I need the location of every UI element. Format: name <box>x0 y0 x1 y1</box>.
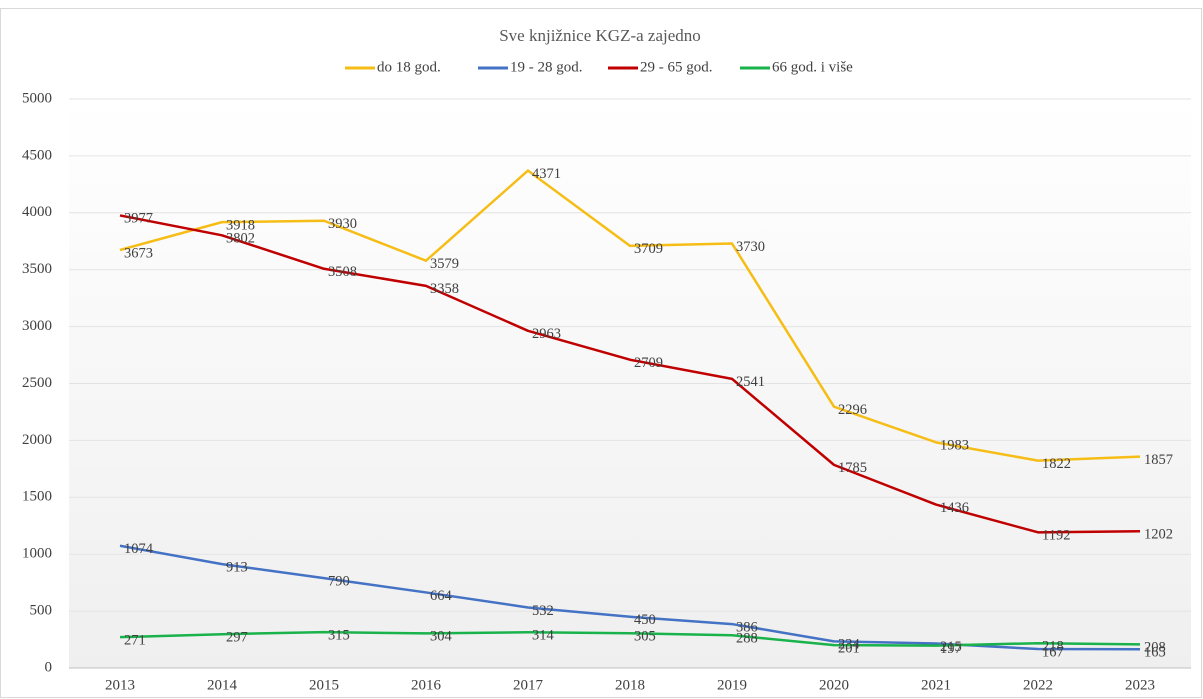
data-label: 1436 <box>940 500 969 516</box>
data-label: 1074 <box>124 541 154 557</box>
data-label: 271 <box>124 632 146 648</box>
data-label: 165 <box>1144 645 1166 661</box>
x-tick-label: 2023 <box>1125 677 1155 693</box>
data-label: 3730 <box>736 239 765 255</box>
x-tick-label: 2016 <box>411 677 442 693</box>
legend-label: 29 - 65 god. <box>640 59 713 75</box>
series-line <box>119 169 1141 462</box>
data-label: 1202 <box>1144 527 1173 543</box>
data-label: 2541 <box>736 374 765 390</box>
data-label: 1822 <box>1042 456 1071 472</box>
y-tick-label: 2000 <box>22 432 52 448</box>
y-tick-label: 2500 <box>22 375 52 391</box>
data-label: 3358 <box>430 281 459 297</box>
data-label: 913 <box>226 559 248 575</box>
data-label: 215 <box>940 639 962 655</box>
legend-label: do 18 god. <box>377 59 441 75</box>
data-label: 2296 <box>838 402 867 418</box>
series-line <box>119 630 1141 647</box>
data-label: 3579 <box>430 256 459 272</box>
data-label: 1785 <box>838 460 867 476</box>
x-tick-label: 2015 <box>309 677 339 693</box>
y-tick-label: 4000 <box>22 204 52 220</box>
series-line <box>119 214 1141 534</box>
x-tick-label: 2022 <box>1023 677 1053 693</box>
data-label: 664 <box>430 588 453 604</box>
data-label: 2709 <box>634 355 663 371</box>
data-label: 386 <box>736 619 758 635</box>
data-label: 3977 <box>124 211 153 227</box>
data-label: 3802 <box>226 231 255 247</box>
data-label: 3508 <box>328 264 357 280</box>
legend-label: 66 god. i više <box>772 59 853 75</box>
data-label: 304 <box>430 629 453 645</box>
data-label: 3918 <box>226 217 255 233</box>
y-tick-label: 3500 <box>22 261 52 277</box>
data-label: 2963 <box>532 326 561 342</box>
data-label: 1983 <box>940 438 969 454</box>
data-label: 197 <box>940 641 962 657</box>
data-label: 532 <box>532 603 554 619</box>
data-label: 3709 <box>634 241 663 257</box>
y-tick-label: 500 <box>30 603 53 619</box>
y-tick-label: 5000 <box>22 90 52 106</box>
data-label: 315 <box>328 627 350 643</box>
data-label: 3930 <box>328 216 357 232</box>
data-label: 1192 <box>1042 528 1070 544</box>
data-label: 208 <box>1144 640 1166 656</box>
x-tick-label: 2021 <box>921 677 951 693</box>
y-tick-label: 0 <box>45 659 53 675</box>
data-label: 314 <box>532 628 555 644</box>
x-tick-label: 2019 <box>717 677 747 693</box>
data-label: 790 <box>328 573 350 589</box>
y-tick-label: 4500 <box>22 147 52 163</box>
data-label: 450 <box>634 612 656 628</box>
data-label: 4371 <box>532 166 561 182</box>
data-label: 1857 <box>1144 452 1173 468</box>
x-tick-label: 2017 <box>513 677 544 693</box>
data-label: 234 <box>838 637 861 653</box>
y-tick-label: 3000 <box>22 318 52 334</box>
data-label: 218 <box>1042 639 1064 655</box>
data-label: 167 <box>1042 644 1064 660</box>
x-tick-label: 2014 <box>207 677 238 693</box>
data-label: 305 <box>634 629 656 645</box>
data-label: 3673 <box>124 245 153 261</box>
legend-label: 19 - 28 god. <box>510 59 583 75</box>
x-tick-label: 2018 <box>615 677 645 693</box>
chart-title: Sve knjižnice KGZ-a zajedno <box>499 26 701 45</box>
x-tick-label: 2020 <box>819 677 849 693</box>
y-tick-label: 1000 <box>22 546 52 562</box>
y-tick-label: 1500 <box>22 489 52 505</box>
x-tick-label: 2013 <box>105 677 135 693</box>
data-label: 201 <box>838 640 860 656</box>
data-label: 297 <box>226 630 248 646</box>
data-label: 288 <box>736 631 758 647</box>
